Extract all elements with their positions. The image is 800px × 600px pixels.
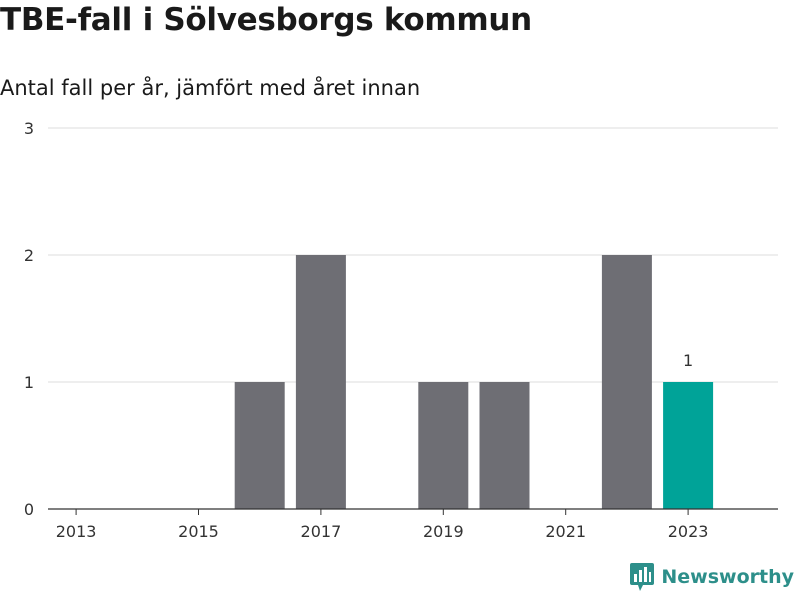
bar	[418, 382, 469, 509]
y-tick-label: 0	[24, 500, 34, 519]
x-tick-label: 2023	[668, 522, 709, 541]
bar	[601, 255, 652, 509]
data-label: 1	[683, 351, 693, 370]
x-tick-label: 2017	[301, 522, 342, 541]
bar	[663, 382, 714, 509]
bar	[479, 382, 530, 509]
brand-name: Newsworthy	[661, 566, 794, 588]
bar	[234, 382, 285, 509]
newsworthy-logo: Newsworthy	[629, 562, 794, 592]
y-tick-label: 1	[24, 373, 34, 392]
x-tick-label: 2019	[423, 522, 464, 541]
chart-subtitle: Antal fall per år, jämfört med året inna…	[0, 76, 421, 100]
bar	[295, 255, 346, 509]
y-tick-label: 2	[24, 246, 34, 265]
x-tick-label: 2015	[178, 522, 219, 541]
x-tick-label: 2021	[545, 522, 586, 541]
x-tick-label: 2013	[56, 522, 97, 541]
y-tick-label: 3	[24, 119, 34, 138]
chart-title: TBE-fall i Sölvesborgs kommun	[0, 2, 532, 38]
bar-chart-logo-icon	[630, 563, 655, 591]
